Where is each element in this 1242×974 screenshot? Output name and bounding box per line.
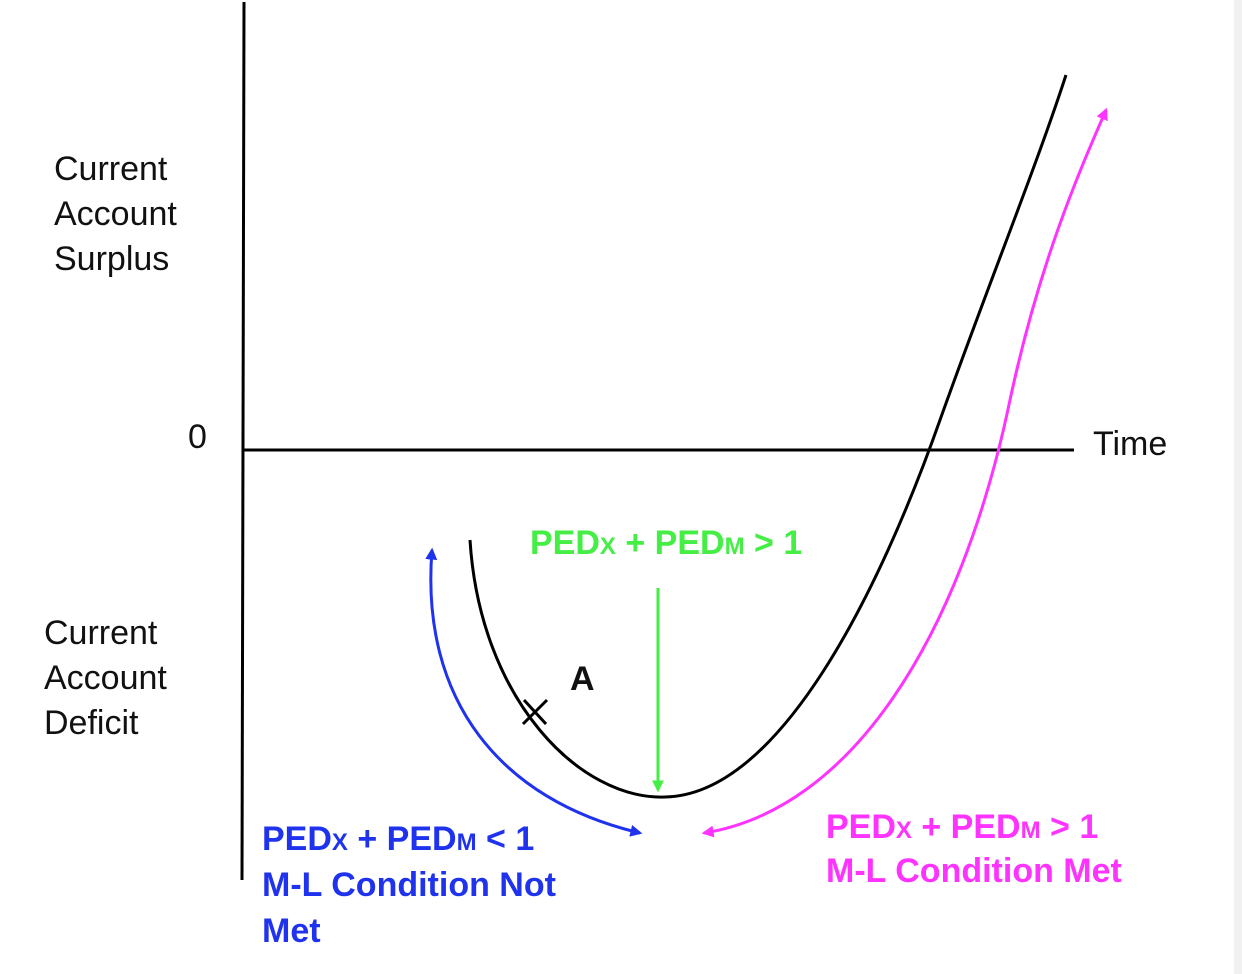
point-a-label: A <box>570 660 595 698</box>
y-surplus-label: Current Account Surplus <box>54 150 186 278</box>
j-curve <box>468 74 1068 799</box>
magenta-label: PEDX + PEDM > 1 M-L Condition Met <box>826 808 1122 890</box>
blue-label: PEDX + PEDM < 1 M-L Condition Not Met <box>262 820 565 950</box>
y-axis <box>240 1 246 881</box>
blue-arrow <box>425 547 643 837</box>
y-deficit-label: Current Account Deficit <box>44 614 176 742</box>
zero-label: 0 <box>188 418 207 456</box>
magenta-arrow <box>701 107 1108 838</box>
green-label: PEDX + PEDM > 1 <box>530 524 802 562</box>
x-axis-label: Time <box>1093 425 1167 463</box>
right-edge-strip <box>1234 0 1242 974</box>
